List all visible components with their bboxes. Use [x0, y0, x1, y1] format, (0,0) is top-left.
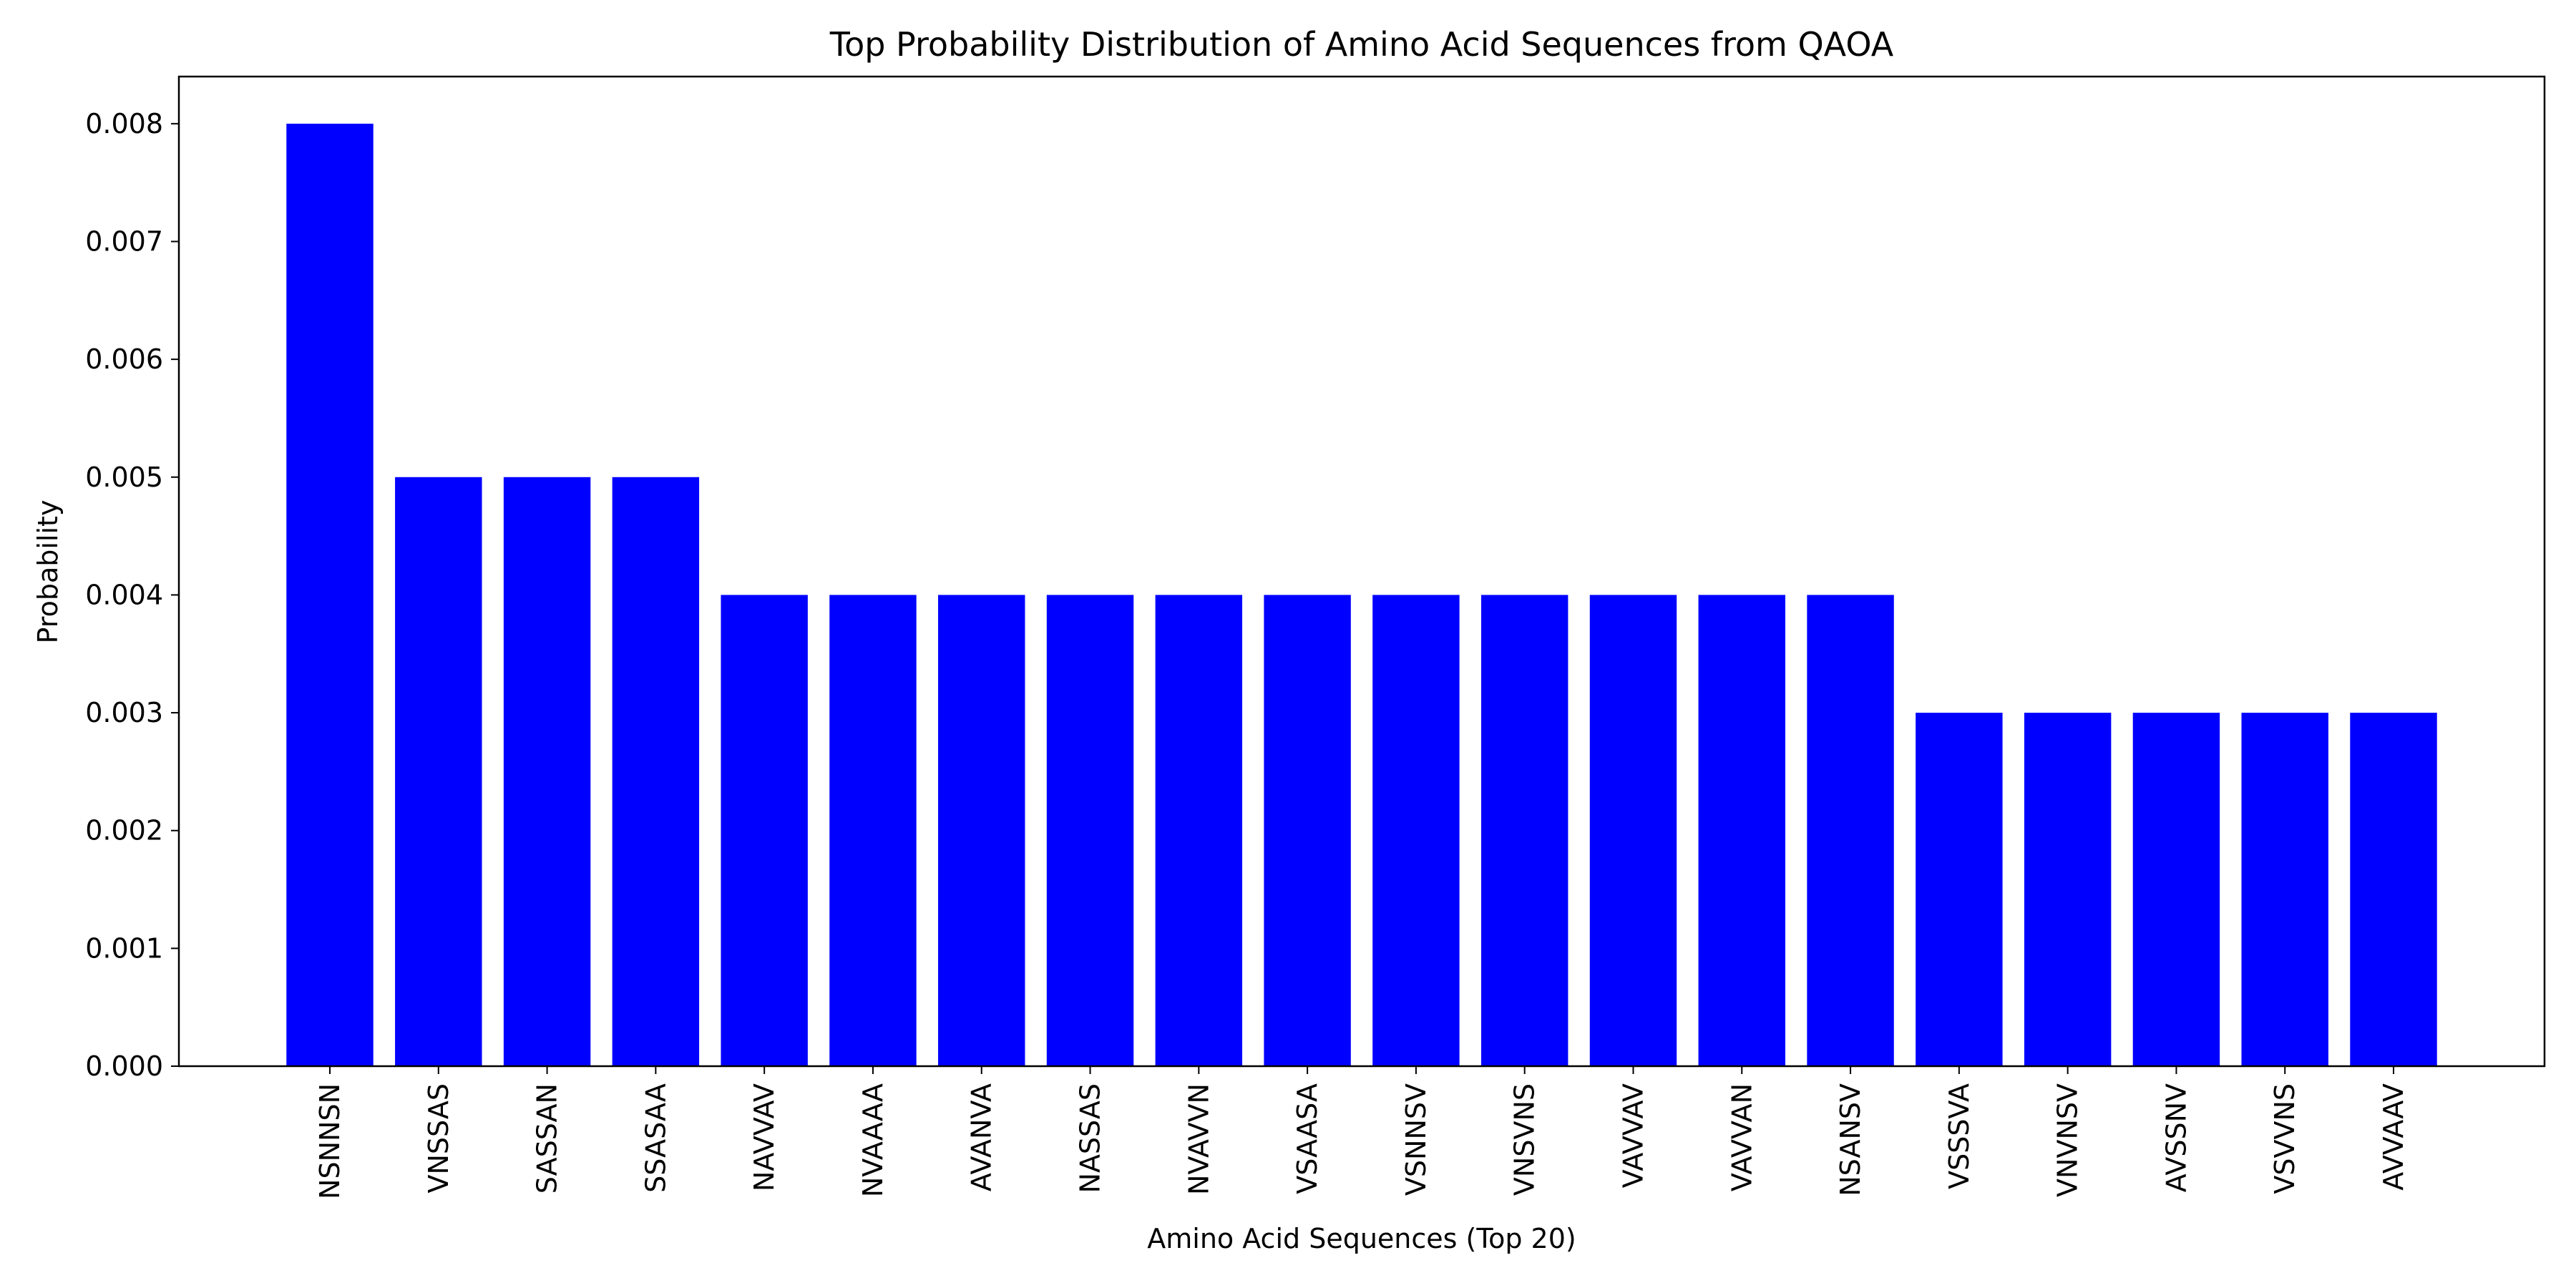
y-tick-label: 0.006 — [85, 343, 163, 375]
y-axis-label: Probability — [32, 500, 64, 644]
y-tick-label: 0.003 — [85, 697, 163, 728]
x-tick-label: SASSAN — [532, 1083, 563, 1194]
bar-VNSVNS — [1480, 595, 1568, 1066]
bar-VNVNSV — [2024, 713, 2112, 1066]
x-tick-label: NSANSV — [1835, 1083, 1866, 1196]
bar-AVVAAV — [2350, 713, 2437, 1066]
x-tick-label: NVAAAA — [857, 1083, 889, 1197]
x-axis: NSNNSN VNSSAS SASSAN SSASAA NAVVAV NVAAAA AVAN… — [314, 1066, 2409, 1199]
y-tick-label: 0.005 — [85, 462, 163, 493]
x-tick-label: NAVVAV — [748, 1083, 780, 1191]
y-tick-label: 0.008 — [85, 108, 163, 140]
x-tick-label: VAVVAV — [1617, 1083, 1649, 1188]
plot-frame — [177, 75, 2546, 1068]
x-tick-label: VAVVAN — [1726, 1083, 1757, 1191]
x-tick-label: NVAVVN — [1183, 1083, 1214, 1195]
x-tick-label: AVVAAV — [2378, 1083, 2409, 1191]
x-tick-label: VNSSAS — [423, 1083, 454, 1193]
y-tick-label: 0.007 — [85, 226, 163, 258]
bar-AVANVA — [938, 595, 1025, 1066]
bar-VSAASA — [1264, 595, 1351, 1066]
y-tick-label: 0.002 — [85, 815, 163, 847]
bar-NAVVAV — [721, 595, 808, 1066]
x-tick-label: VNSVNS — [1509, 1083, 1541, 1196]
bar-VAVVAV — [1589, 595, 1677, 1066]
bar-NSANSV — [1807, 595, 1894, 1066]
bar-NSNNSN — [286, 123, 374, 1066]
bar-SASSAN — [503, 477, 591, 1066]
x-tick-label: NASSAS — [1075, 1083, 1106, 1193]
bar-AVSSNV — [2132, 713, 2220, 1066]
x-tick-label: VSVVNS — [2269, 1083, 2301, 1194]
bar-VAVVAN — [1698, 595, 1785, 1066]
x-tick-label: VSNNSV — [1400, 1083, 1432, 1196]
bar-VSNNSV — [1372, 595, 1460, 1066]
x-tick-label: NSNNSN — [314, 1083, 346, 1199]
x-tick-label: SSASAA — [640, 1083, 671, 1193]
bar-NVAVVN — [1155, 595, 1243, 1066]
chart-title: Top Probability Distribution of Amino Ac… — [829, 25, 1894, 64]
bar-SSASAA — [612, 477, 700, 1066]
bar-VNSSAS — [395, 477, 482, 1066]
bar-NVAAAA — [829, 595, 917, 1066]
y-tick-label: 0.004 — [85, 579, 163, 610]
bar-NASSAS — [1046, 595, 1134, 1066]
x-tick-label: VNVNSV — [2052, 1083, 2084, 1197]
bar-VSVVNS — [2241, 713, 2328, 1066]
bars-group — [286, 123, 2437, 1066]
y-axis: 0.000 0.001 0.002 0.003 0.004 0.005 0.006 0.007… — [85, 108, 179, 1082]
y-tick-label: 0.000 — [85, 1050, 163, 1082]
x-tick-label: VSAASA — [1292, 1083, 1323, 1194]
x-tick-label: VSSSVA — [1943, 1083, 1975, 1189]
y-tick-label: 0.001 — [85, 932, 163, 964]
x-tick-label: AVSSNV — [2160, 1083, 2192, 1192]
bar-VSSSVA — [1916, 713, 2003, 1066]
x-tick-label: AVANVA — [966, 1083, 997, 1191]
x-axis-label: Amino Acid Sequences (Top 20) — [1147, 1223, 1576, 1254]
